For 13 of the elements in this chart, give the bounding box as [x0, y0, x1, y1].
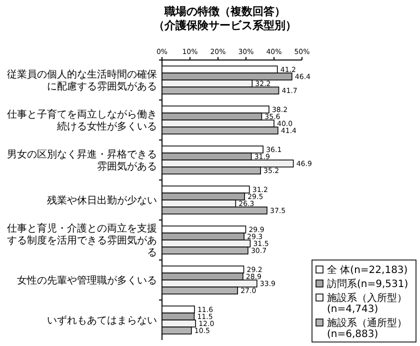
subtitle: （介護保険サービス系型別） [154, 19, 296, 32]
category-label: 男女の区別なく昇進・昇格できる雰囲気がある [7, 150, 157, 172]
legend-label: 施設系（入所型）(n=4,743) [327, 292, 407, 315]
legend-label: 訪問系(n=9,531) [327, 278, 408, 290]
category-label: いずれもあてはまらない [47, 316, 157, 326]
legend-label: 施設系（通所型）(n=6,883) [327, 317, 407, 340]
category-label: 仕事と育児・介護との両立を支援する制度を活用できる雰囲気がある [7, 224, 157, 258]
category-label: 従業員の個人的な生活時間の確保に配慮する雰囲気がある [7, 70, 157, 92]
category-label: 残業や休日出勤が少ない [47, 196, 157, 206]
title: 職場の特徴（複数回答） [164, 5, 286, 18]
legend-label: 全 体(n=22,183) [327, 264, 408, 276]
category-label: 女性の先輩や管理職が多くいる [17, 276, 157, 286]
category-label: 仕事と子育てを両立しながら働き続ける女性が多くいる [7, 110, 157, 132]
